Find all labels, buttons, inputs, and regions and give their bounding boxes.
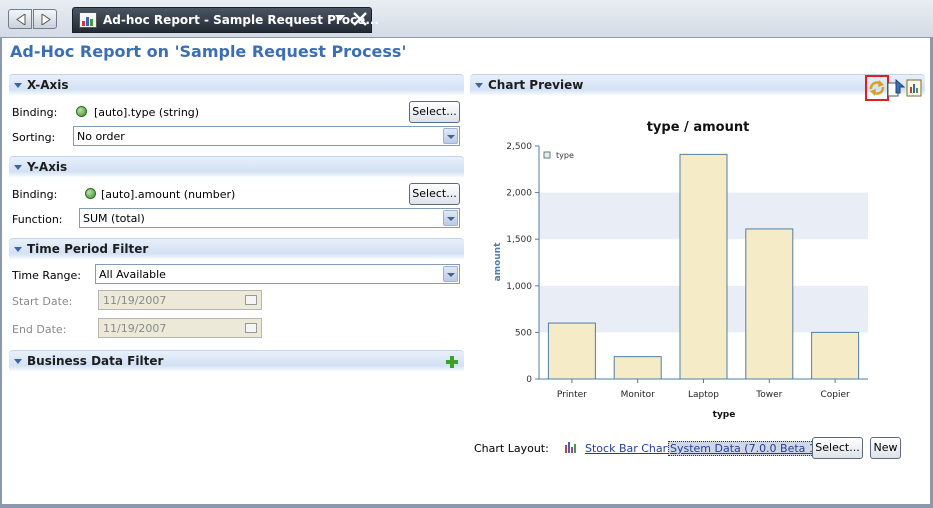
bar — [745, 228, 794, 380]
properties-button[interactable] — [905, 79, 923, 97]
bar — [613, 356, 662, 380]
collapse-icon — [14, 165, 22, 170]
x-binding-value: [auto].type (string) — [94, 106, 200, 119]
frame-right — [930, 38, 933, 508]
x-binding-label: Binding: — [12, 106, 58, 119]
x-tick-label: Laptop — [688, 390, 719, 400]
x-tick-label: Copier — [820, 390, 850, 400]
collapse-icon — [14, 359, 22, 364]
export-icon — [887, 78, 906, 97]
business-filter-section-header[interactable]: Business Data Filter — [9, 350, 464, 372]
export-button[interactable] — [887, 78, 906, 97]
status-dot-icon — [85, 188, 96, 199]
y-axis-header-label: Y-Axis — [27, 160, 68, 174]
chart-preview-header-label: Chart Preview — [488, 78, 584, 92]
start-date-field: 11/19/2007 — [98, 290, 262, 310]
time-filter-header-label: Time Period Filter — [27, 242, 149, 256]
chart-data-link[interactable]: System Data (7.0.0 Beta 1) — [668, 441, 823, 456]
collapse-icon — [475, 83, 483, 88]
forward-icon — [41, 14, 51, 25]
page-title: Ad-Hoc Report on 'Sample Request Process… — [10, 42, 407, 61]
end-date-field: 11/19/2007 — [98, 318, 262, 338]
bar — [547, 322, 596, 380]
collapse-icon — [14, 83, 22, 88]
legend-swatch — [543, 151, 551, 159]
close-icon[interactable] — [353, 12, 367, 26]
dropdown-icon[interactable] — [335, 15, 345, 23]
start-date-value: 11/19/2007 — [103, 294, 167, 307]
chart-title: type / amount — [647, 120, 750, 135]
y-tick-label: 0 — [526, 375, 532, 385]
refresh-icon — [869, 80, 885, 96]
y-tick-label: 2,000 — [506, 189, 532, 199]
add-icon[interactable] — [446, 356, 458, 368]
bar-chart: 0 500 1,000 1,500 2,000 2,500 Printer Monitor La… — [493, 120, 868, 420]
chevron-down-icon[interactable] — [443, 128, 458, 144]
frame-bottom — [0, 504, 933, 508]
refresh-button[interactable] — [865, 75, 889, 101]
frame-left — [0, 38, 2, 508]
x-axis-header-label: X-Axis — [27, 78, 69, 92]
x-binding-select-button[interactable]: Select... — [409, 101, 460, 123]
x-tick-label: Tower — [755, 390, 782, 400]
bar-chart-icon — [565, 442, 576, 453]
x-axis-title: type — [713, 410, 736, 420]
y-function-value: SUM (total) — [83, 212, 145, 225]
end-date-value: 11/19/2007 — [103, 322, 167, 335]
bar — [679, 153, 728, 380]
chevron-down-icon[interactable] — [443, 266, 458, 282]
y-binding-select-button[interactable]: Select... — [409, 183, 460, 205]
y-axis-title: amount — [493, 242, 503, 281]
start-date-label: Start Date: — [12, 295, 73, 308]
y-tick-label: 1,500 — [506, 235, 532, 245]
calendar-icon — [245, 295, 257, 305]
end-date-label: End Date: — [12, 323, 67, 336]
calendar-icon — [245, 323, 257, 333]
x-axis-section-header[interactable]: X-Axis — [9, 74, 464, 96]
chart-layout-link[interactable]: Stock Bar Chart — [585, 442, 672, 455]
x-sorting-select[interactable]: No order — [73, 126, 460, 146]
x-sorting-value: No order — [77, 130, 125, 143]
bar — [811, 331, 860, 380]
x-sorting-label: Sorting: — [12, 131, 56, 144]
chevron-down-icon[interactable] — [443, 210, 458, 226]
back-icon — [16, 14, 26, 25]
x-tick-label: Printer — [557, 390, 587, 400]
forward-button[interactable] — [33, 9, 57, 29]
time-range-value: All Available — [99, 268, 166, 281]
new-chart-button[interactable]: New — [870, 437, 901, 459]
time-filter-section-header[interactable]: Time Period Filter — [9, 238, 464, 260]
x-tick-label: Monitor — [621, 390, 656, 400]
editor-tab[interactable]: Ad-hoc Report - Sample Request Proce... — [72, 7, 379, 33]
time-range-select[interactable]: All Available — [95, 264, 460, 284]
status-dot-icon — [76, 106, 87, 117]
y-tick-label: 500 — [515, 328, 532, 338]
window-titlebar: Ad-hoc Report - Sample Request Proce... — [0, 0, 933, 38]
y-function-label: Function: — [12, 213, 63, 226]
navigation-buttons — [8, 9, 60, 29]
chart-preview-section-header[interactable]: Chart Preview — [470, 74, 925, 96]
y-tick-label: 2,500 — [506, 142, 532, 152]
y-function-select[interactable]: SUM (total) — [79, 208, 460, 228]
y-tick-label: 1,000 — [506, 282, 532, 292]
business-filter-header-label: Business Data Filter — [27, 354, 164, 368]
properties-icon — [906, 79, 922, 97]
report-icon — [79, 12, 97, 28]
chart-layout-select-button[interactable]: Select... — [812, 437, 863, 459]
time-range-label: Time Range: — [12, 269, 81, 282]
y-binding-value: [auto].amount (number) — [101, 188, 236, 201]
legend-label: type — [556, 151, 574, 160]
y-axis-section-header[interactable]: Y-Axis — [9, 156, 464, 178]
collapse-icon — [14, 247, 22, 252]
back-button[interactable] — [8, 9, 32, 29]
y-binding-label: Binding: — [12, 188, 58, 201]
tab-title: Ad-hoc Report - Sample Request Proce... — [103, 13, 379, 27]
chart-layout-label: Chart Layout: — [474, 442, 549, 455]
